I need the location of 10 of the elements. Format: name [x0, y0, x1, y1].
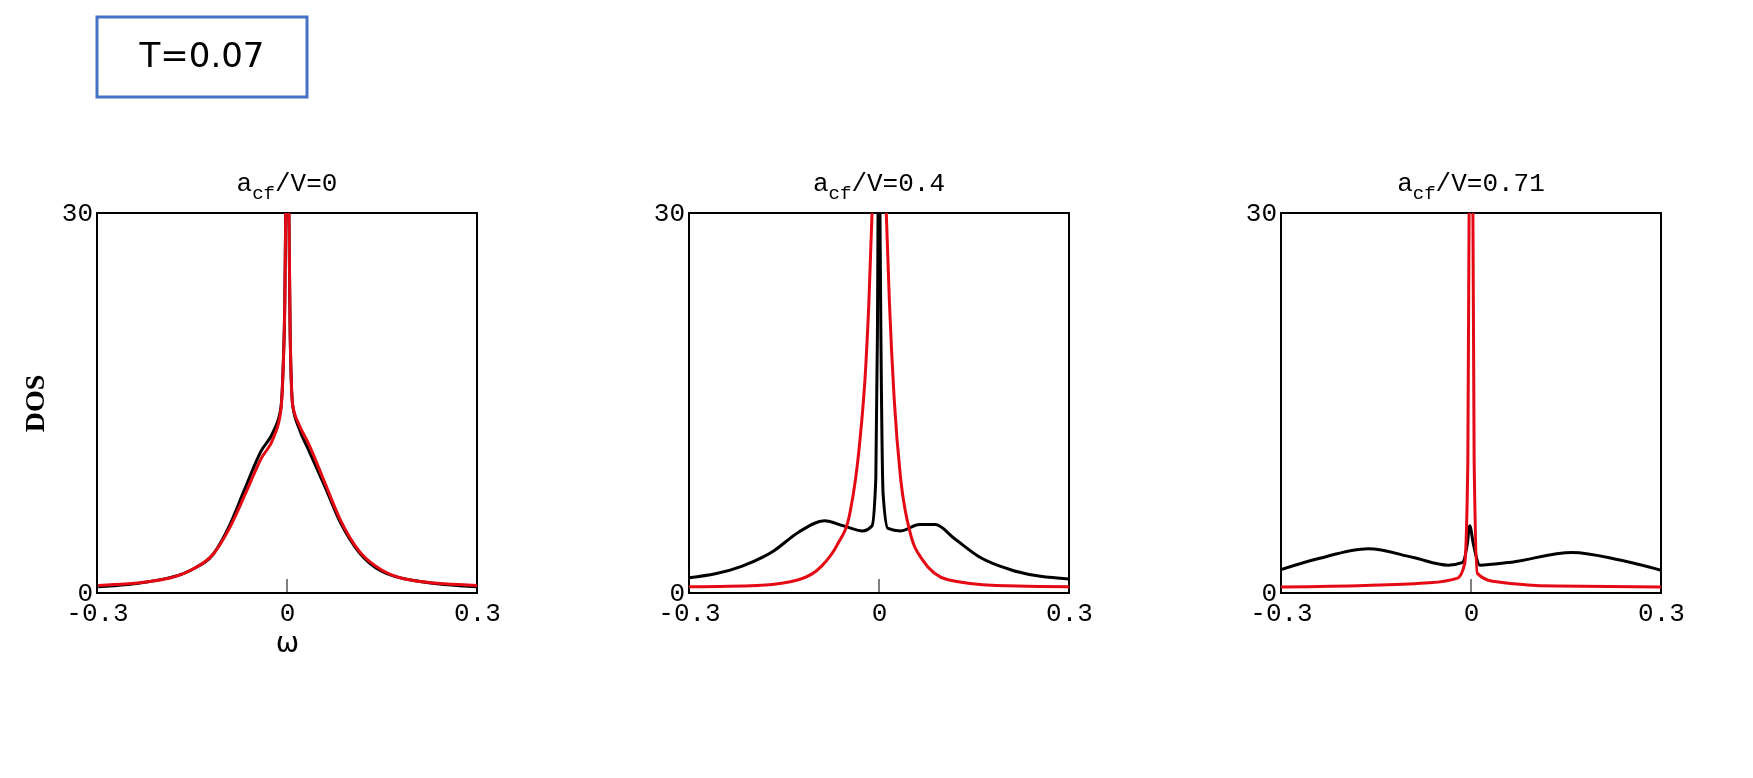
- y-tick-label: 30: [653, 199, 685, 229]
- x-tick-label: 0.3: [1638, 598, 1685, 629]
- text: T=0.07: [138, 35, 265, 75]
- x-tick-label: 0.3: [454, 598, 501, 629]
- y-tick-label: 30: [61, 199, 93, 229]
- x-tick-label: 0.3: [1046, 598, 1093, 629]
- x-tick-label: 0: [1463, 598, 1480, 629]
- x-tick-label: 0: [871, 598, 888, 629]
- y-tick-label: 30: [1245, 199, 1277, 229]
- y-axis-title: DOS: [18, 374, 50, 433]
